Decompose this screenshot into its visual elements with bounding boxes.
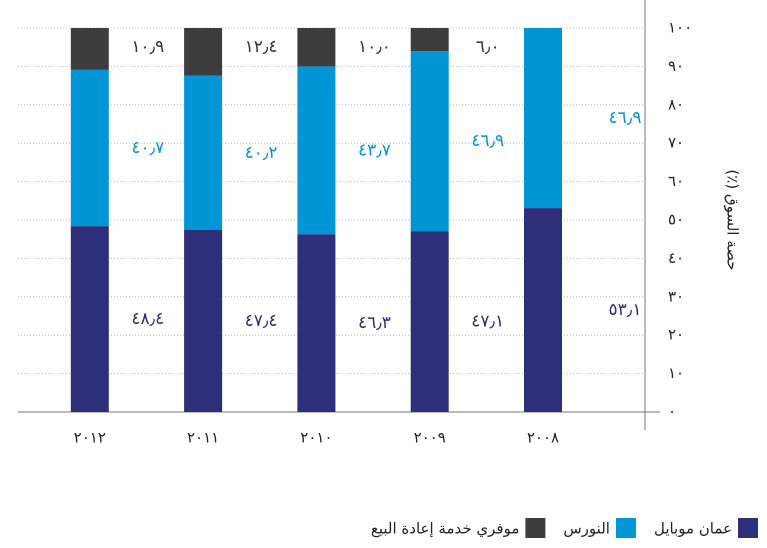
y-tick-label: ٧٠ [668,134,684,152]
legend-label: موفري خدمة إعادة البيع [371,520,520,539]
data-label: ١٢٫٤ [245,37,278,57]
y-axis-title: (٪) حصة السوق [724,169,742,270]
data-label: ٤٦٫٩ [471,131,504,151]
legend-label: النورس [563,520,610,538]
x-tick-label: ٢٠١٢ [74,429,106,447]
legend-swatch [615,518,636,538]
data-label: ٤٧٫١ [471,312,504,332]
data-label: ٤٧٫٤ [245,311,278,331]
y-tick-label: ١٠ [668,364,684,382]
data-label: ١٠٫٩ [131,37,164,57]
legend-swatch [525,518,546,538]
data-label: ١٠٫٠ [358,37,391,57]
bar-segment [184,75,223,230]
bar-segment [410,28,449,52]
x-tick-label: ٢٠١٠ [300,429,332,447]
data-label: ٤٠٫٢ [245,143,278,163]
data-label: ٤٣٫٧ [358,140,391,160]
bar-segment [410,231,449,412]
bar-segment [184,229,223,412]
legend-label: عمان موبايل [654,520,732,538]
y-tick-label: ٢٠ [668,326,684,344]
data-label: ٦٫٠ [476,37,500,57]
y-tick-label: ٥٠ [668,211,684,229]
y-tick-label: ٩٠ [668,57,684,75]
x-tick-label: ٢٠٠٨ [527,429,559,447]
y-tick-label: ٦٠ [668,172,684,190]
y-tick-label: ٠ [668,403,676,421]
y-tick-label: ٤٠ [668,249,684,267]
bar-segment [410,51,449,232]
data-label: ٥٣٫١ [609,300,642,320]
bar-segment [184,28,223,76]
data-label: ٤٦٫٩ [609,108,642,128]
data-label: ٤٠٫٧ [131,138,164,158]
bar-segment [70,69,109,227]
y-tick-label: ٨٠ [668,95,684,113]
bar-segment [297,234,336,412]
data-label: ٤٨٫٤ [131,309,164,329]
data-label: ٤٦٫٣ [358,313,391,333]
x-tick-label: ٢٠٠٩ [414,429,446,447]
y-tick-label: ٣٠ [668,287,684,305]
bar-segment [524,208,562,412]
bar-segment [297,28,336,67]
legend-swatch [738,518,758,538]
bar-segment [70,28,109,70]
bar-segment [297,66,336,235]
bar-segment [70,226,109,412]
y-tick-label: ١٠٠ [668,19,692,37]
x-tick-label: ٢٠١١ [187,429,219,447]
bar-segment [524,28,562,209]
